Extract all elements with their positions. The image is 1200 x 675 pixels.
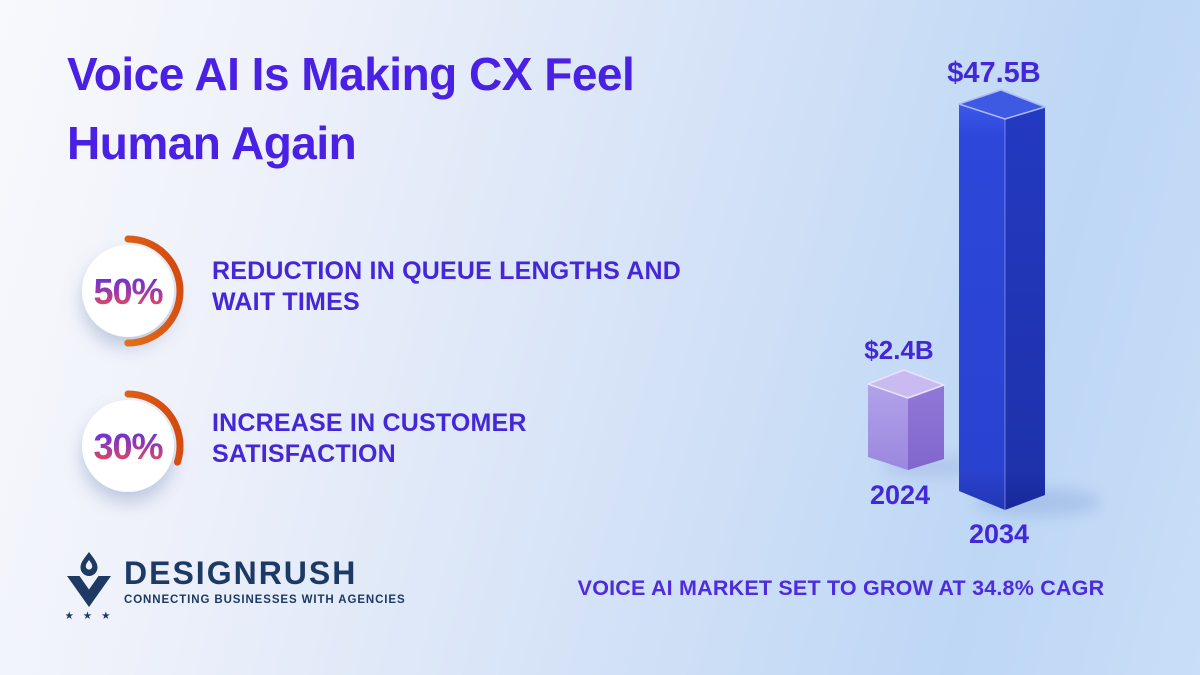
stat-label-line-1: REDUCTION IN QUEUE LENGTHS AND [212, 257, 681, 285]
progress-arc-30 [72, 390, 184, 502]
title-line-2: Human Again [67, 117, 357, 169]
bar-2034-top-face [958, 89, 1046, 120]
logo-stars: ★ ★ ★ [66, 610, 112, 621]
bar-2034-category-label: 2034 [969, 519, 1029, 549]
logo-text: DESIGNRUSH CONNECTING BUSINESSES WITH AG… [124, 551, 406, 606]
bar-2034-front-face [959, 104, 1005, 510]
logo-name: DESIGNRUSH [124, 555, 358, 591]
stat-value-50: 50% [93, 271, 163, 312]
stat-row-queue-reduction: 50% REDUCTION IN QUEUE LENGTHS AND WAIT … [72, 235, 681, 347]
stat-label-satisfaction-increase: INCREASE IN CUSTOMER SATISFACTION [212, 408, 527, 470]
stat-label-queue-reduction: REDUCTION IN QUEUE LENGTHS AND WAIT TIME… [212, 256, 681, 318]
bar-2034-value-label: $47.5B [947, 57, 1041, 89]
flame-icon [80, 552, 98, 576]
badge-circle [82, 245, 174, 337]
bar-2024-side-face [908, 385, 944, 470]
stat-badge-50: 50% [72, 235, 184, 347]
bar-2034-side-face [1005, 107, 1045, 510]
stat-label-line-2: WAIT TIMES [212, 288, 360, 316]
bar-2034 [958, 89, 1046, 510]
bar-2024-value-label: $2.4B [864, 335, 933, 365]
page-title: Voice AI Is Making CX Feel Human Again [67, 40, 635, 178]
bar-2024-category-label: 2024 [870, 480, 930, 510]
designrush-torch-icon: ★ ★ ★ [66, 552, 112, 621]
designrush-logo: ★ ★ ★ DESIGNRUSH CONNECTING BUSINESSES W… [66, 551, 406, 621]
badge-circle [82, 400, 174, 492]
bar-2024-top-face [867, 369, 945, 399]
bar-2024-front-face [868, 384, 908, 470]
stat-label-line-1: INCREASE IN CUSTOMER [212, 409, 527, 437]
chart-caption: VOICE AI MARKET SET TO GROW AT 34.8% CAG… [577, 576, 1105, 600]
stat-row-satisfaction-increase: 30% INCREASE IN CUSTOMER SATISFACTION [72, 390, 527, 502]
title-line-1: Voice AI Is Making CX Feel [67, 48, 635, 100]
v-mark-icon [67, 576, 111, 607]
logo-tagline: CONNECTING BUSINESSES WITH AGENCIES [124, 594, 406, 606]
stat-value-30: 30% [93, 426, 163, 467]
stat-label-line-2: SATISFACTION [212, 440, 396, 468]
progress-ring-icon: 50% [72, 235, 184, 347]
progress-ring-icon: 30% [72, 390, 184, 502]
stat-badge-30: 30% [72, 390, 184, 502]
progress-arc-50 [72, 235, 184, 347]
bar-2024 [867, 369, 945, 470]
